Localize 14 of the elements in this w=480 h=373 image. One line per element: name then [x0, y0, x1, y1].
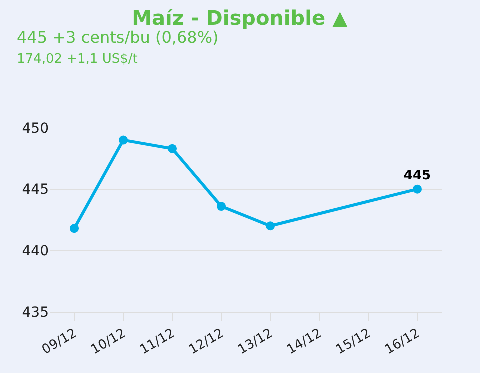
chart-title: Maíz - Disponible ▲ — [132, 6, 348, 30]
point — [168, 144, 177, 154]
chart-subtitle: 445 +3 cents/bu (0,68%) — [17, 28, 219, 47]
y-tick-label: 440 — [22, 244, 49, 260]
point — [70, 224, 79, 234]
y-tick-label: 435 — [22, 304, 49, 321]
y-tick-label: 445 — [22, 182, 49, 198]
point — [119, 136, 128, 145]
y-tick-label: 450 — [22, 120, 49, 137]
data-label: 445 — [404, 168, 432, 184]
point — [217, 202, 226, 212]
point — [413, 184, 422, 194]
text: 174,02 +1,1 US$/t — [17, 52, 138, 67]
point — [266, 222, 275, 231]
